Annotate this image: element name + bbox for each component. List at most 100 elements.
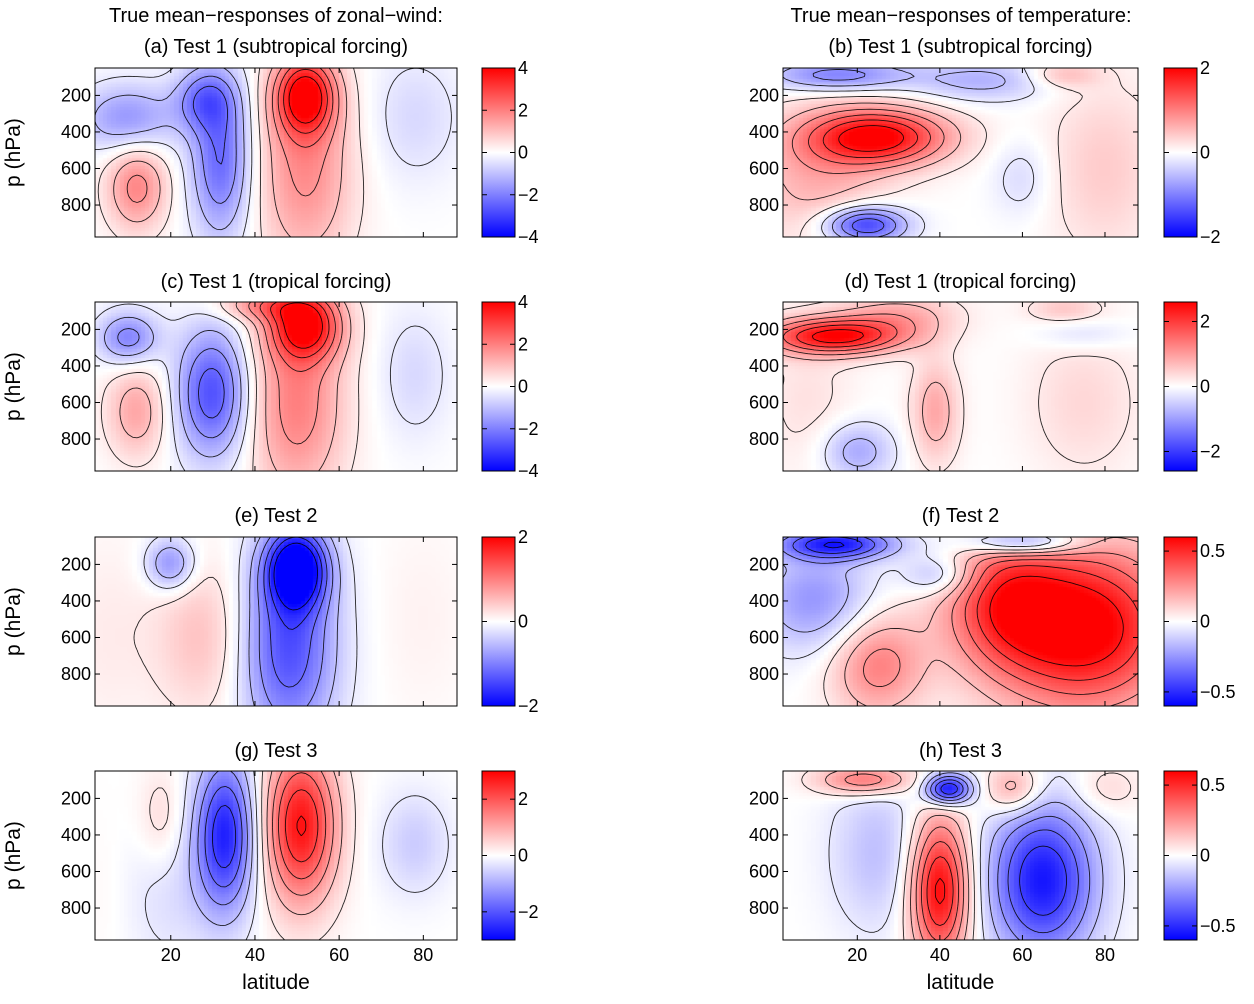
panel-e-axes-frame (94, 536, 458, 707)
x-axis-label: latitude (927, 971, 995, 994)
x-tick-label: 40 (245, 945, 265, 965)
y-tick-label: 800 (749, 195, 779, 215)
panel-d: (d) Test 1 (tropical forcing) 200 400 600 80… (749, 271, 1221, 472)
column-title-temperature: True mean−responses of temperature: (790, 5, 1131, 27)
colorbar-tick-label: 0 (518, 143, 528, 163)
colorbar-tick-label: −4 (518, 461, 539, 481)
colorbar-tick-label: −4 (518, 227, 539, 247)
colorbar-tick-label: −2 (518, 185, 539, 205)
y-tick-label: 400 (61, 591, 91, 611)
y-tick-label: 800 (61, 195, 91, 215)
y-axis-label: p (hPa) (2, 821, 25, 890)
x-tick-label: 60 (1012, 945, 1032, 965)
y-tick-label: 800 (61, 664, 91, 684)
panel-c-field (95, 302, 457, 471)
panel-e: (e) Test 2 200 400 600 800 p (hPa) 2 0 −2 (2, 505, 539, 716)
panel-h-field (783, 771, 1138, 940)
x-tick-label: 80 (413, 945, 433, 965)
panel-f-contours (782, 536, 1139, 707)
panel-e-contours (133, 536, 358, 707)
panel-b-colorbar (1163, 67, 1198, 238)
panel-a-contours (94, 67, 452, 238)
y-tick-label: 200 (749, 554, 779, 574)
colorbar-tick-label: 4 (518, 58, 528, 78)
y-tick-label: 800 (61, 429, 91, 449)
panel-e-title: (e) Test 2 (235, 505, 318, 527)
panel-d-axes-frame (782, 301, 1139, 472)
y-tick-label: 600 (61, 861, 91, 881)
colorbar-tick-label: 0 (518, 846, 528, 866)
colorbar-tick-label: 2 (518, 100, 528, 120)
colorbar-tick-label: 2 (1200, 58, 1210, 78)
column-title-zonal-wind: True mean−responses of zonal−wind: (109, 5, 443, 27)
y-tick-label: 400 (749, 122, 779, 142)
colorbar-tick-label: −0.5 (1200, 916, 1236, 936)
panel-h-colorbar (1163, 770, 1198, 941)
y-tick-label: 200 (749, 319, 779, 339)
colorbar-tick-label: −2 (1200, 227, 1221, 247)
panel-g-contours (144, 770, 449, 941)
panel-f-title: (f) Test 2 (922, 505, 999, 527)
panel-b-axes-frame (782, 67, 1139, 238)
panel-a-colorbar (481, 67, 516, 238)
y-tick-label: 600 (749, 627, 779, 647)
colorbar-tick-label: −2 (518, 696, 539, 716)
colorbar-tick-label: −2 (518, 419, 539, 439)
colorbar-tick-label: 0 (1200, 143, 1210, 163)
y-tick-label: 400 (61, 825, 91, 845)
panel-c-title: (c) Test 1 (tropical forcing) (161, 271, 392, 293)
colorbar-tick-label: −2 (518, 902, 539, 922)
y-tick-label: 400 (749, 825, 779, 845)
panel-d-colorbar (1163, 301, 1198, 472)
y-tick-label: 600 (61, 627, 91, 647)
panel-a-title: (a) Test 1 (subtropical forcing) (144, 36, 408, 58)
colorbar-tick-label: 0 (518, 377, 528, 397)
x-tick-label: 40 (930, 945, 950, 965)
x-tick-label: 60 (329, 945, 349, 965)
y-tick-label: 400 (61, 122, 91, 142)
panel-c-axes-frame (94, 301, 458, 472)
y-tick-label: 800 (749, 429, 779, 449)
colorbar-tick-label: 4 (518, 292, 528, 312)
panel-g-axes-frame (94, 770, 458, 941)
panel-a-axes-frame (94, 67, 458, 238)
panel-a: (a) Test 1 (subtropical forcing) 200 400 60… (2, 36, 539, 247)
panel-c-contours (94, 301, 443, 472)
y-axis-label: p (hPa) (2, 118, 25, 187)
y-tick-label: 600 (749, 861, 779, 881)
panel-e-field (95, 537, 457, 706)
colorbar-tick-label: 2 (518, 789, 528, 809)
colorbar-tick-label: 2 (1200, 312, 1210, 332)
y-tick-label: 400 (61, 356, 91, 376)
y-tick-label: 800 (749, 664, 779, 684)
x-tick-label: 80 (1095, 945, 1115, 965)
y-tick-label: 200 (61, 788, 91, 808)
panel-d-title: (d) Test 1 (tropical forcing) (845, 271, 1077, 293)
colorbar-tick-label: 0 (1200, 612, 1210, 632)
y-tick-label: 200 (61, 554, 91, 574)
panel-h: (h) Test 3 200 400 600 800 20 40 60 80 latitude 0.… (749, 740, 1236, 994)
y-tick-label: 800 (749, 898, 779, 918)
y-tick-label: 600 (749, 158, 779, 178)
y-tick-label: 600 (749, 392, 779, 412)
panel-g-title: (g) Test 3 (235, 740, 318, 762)
y-tick-label: 200 (749, 85, 779, 105)
x-tick-label: 20 (847, 945, 867, 965)
panel-g-field (95, 771, 457, 940)
y-axis-label: p (hPa) (2, 587, 25, 656)
panel-h-axes-frame (782, 770, 1139, 941)
colorbar-tick-label: 0 (1200, 377, 1210, 397)
panel-b-title: (b) Test 1 (subtropical forcing) (828, 36, 1092, 58)
panel-c: (c) Test 1 (tropical forcing) 200 400 600 80… (2, 271, 539, 481)
panel-b-contours (782, 67, 1139, 238)
colorbar-tick-label: 2 (518, 334, 528, 354)
colorbar-tick-label: 2 (518, 527, 528, 547)
y-tick-label: 400 (749, 591, 779, 611)
panel-b: (b) Test 1 (subtropical forcing) 200 400 60… (749, 36, 1221, 247)
colorbar-tick-label: −2 (1200, 442, 1221, 462)
y-axis-label: p (hPa) (2, 352, 25, 421)
y-tick-label: 800 (61, 898, 91, 918)
colorbar-tick-label: 0 (518, 612, 528, 632)
x-tick-label: 20 (161, 945, 181, 965)
